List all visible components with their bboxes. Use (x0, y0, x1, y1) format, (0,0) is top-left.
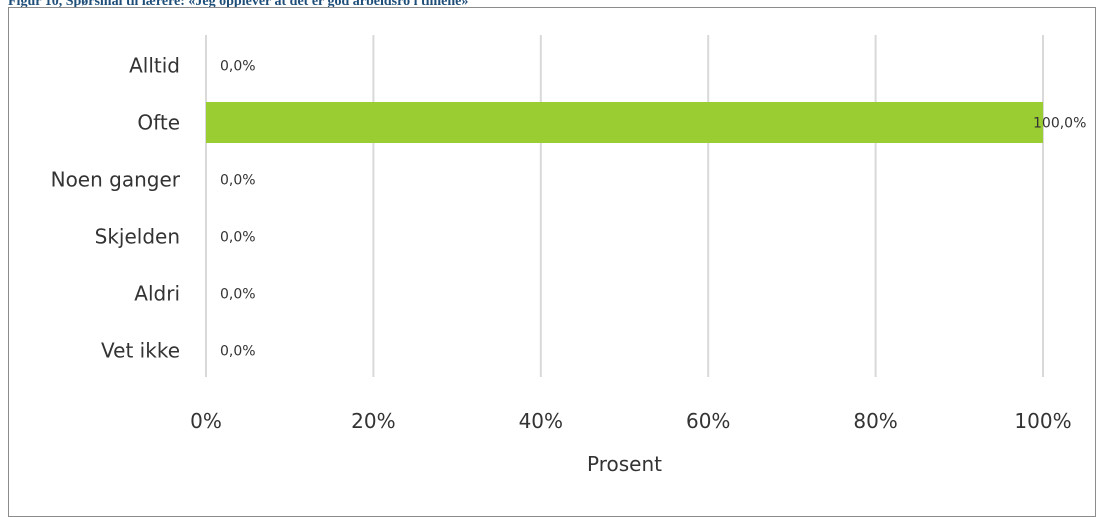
data-label: 0,0% (220, 59, 256, 75)
category-label: Noen ganger (51, 168, 181, 192)
x-tick-labels: 0% 20% 40% 60% 80% 100% (190, 409, 1071, 433)
bars (206, 102, 1043, 143)
x-tick-label: 40% (519, 409, 563, 433)
x-tick-label: 100% (1014, 409, 1071, 433)
x-tick-label: 60% (686, 409, 730, 433)
data-label: 0,0% (220, 173, 256, 189)
data-label: 0,0% (220, 287, 256, 303)
x-axis-title: Prosent (587, 452, 662, 476)
category-labels: Alltid Ofte Noen ganger Skjelden Aldri Vet ik… (51, 54, 181, 363)
data-label: 0,0% (220, 344, 256, 360)
category-label: Vet ikke (101, 339, 180, 363)
category-label: Skjelden (95, 225, 180, 249)
data-label: 100,0% (1033, 116, 1086, 132)
category-label: Aldri (134, 282, 180, 306)
gridlines (205, 35, 1044, 377)
x-tick-label: 80% (853, 409, 897, 433)
x-tick-label: 20% (351, 409, 395, 433)
data-label: 0,0% (220, 230, 256, 246)
bar (206, 102, 1043, 143)
category-label: Ofte (137, 111, 180, 135)
data-labels: 0,0% 100,0% 0,0% 0,0% 0,0% 0,0% (220, 59, 1086, 360)
x-tick-label: 0% (190, 409, 222, 433)
figure-caption: Figur 10, Spørsmål til lærere: «Jeg oppl… (8, 0, 469, 9)
category-label: Alltid (129, 54, 180, 78)
